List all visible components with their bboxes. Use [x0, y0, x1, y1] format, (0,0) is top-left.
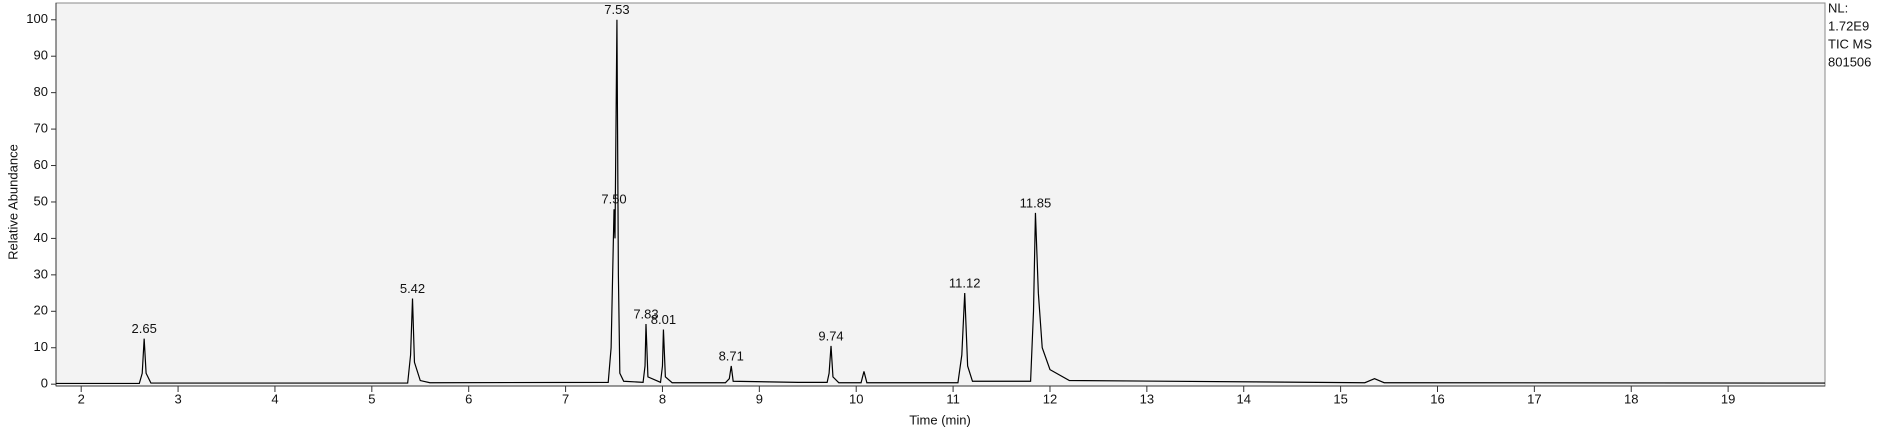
y-tick-label: 50 [34, 193, 48, 208]
y-tick-label: 20 [34, 303, 48, 318]
x-tick-label: 12 [1043, 391, 1057, 406]
x-tick-label: 19 [1721, 391, 1735, 406]
y-tick-label: 80 [34, 84, 48, 99]
peak-label: 9.74 [818, 328, 843, 343]
x-tick-label: 5 [368, 391, 375, 406]
x-tick-label: 11 [946, 391, 960, 406]
y-axis-label: Relative Abundance [5, 144, 20, 260]
peak-label: 8.71 [719, 348, 744, 363]
y-tick-label: 30 [34, 266, 48, 281]
info-text: NL: [1828, 0, 1848, 15]
peak-label: 5.42 [400, 281, 425, 296]
x-tick-label: 18 [1624, 391, 1638, 406]
x-tick-label: 15 [1333, 391, 1347, 406]
peak-label: 8.01 [651, 312, 676, 327]
y-tick-label: 10 [34, 339, 48, 354]
peak-label: 7.53 [604, 2, 629, 17]
x-tick-label: 9 [756, 391, 763, 406]
trace [56, 19, 1826, 385]
peak-label: 7.50 [601, 192, 626, 207]
x-axis-label: Time (min) [909, 412, 971, 427]
x-tick-label: 14 [1236, 391, 1250, 406]
x-tick-label: 17 [1527, 391, 1541, 406]
info-text: 801506 [1828, 54, 1871, 69]
x-tick-label: 10 [849, 391, 863, 406]
x-tick-label: 6 [465, 391, 472, 406]
peak-label: 11.85 [1020, 195, 1052, 210]
info-text: TIC MS [1828, 36, 1872, 51]
y-tick-label: 40 [34, 230, 48, 245]
y-tick-label: 90 [34, 48, 48, 63]
y-tick-label: 0 [41, 376, 48, 391]
info-text: 1.72E9 [1828, 18, 1869, 33]
peak-label: 11.12 [949, 276, 981, 291]
x-tick-label: 2 [78, 391, 85, 406]
peak-label: 7.83 [633, 306, 658, 321]
plot-area [55, 2, 1826, 387]
x-tick-label: 8 [659, 391, 666, 406]
x-tick-label: 7 [562, 391, 569, 406]
y-tick-label: 60 [34, 157, 48, 172]
x-tick-label: 13 [1140, 391, 1154, 406]
x-tick-label: 3 [174, 391, 181, 406]
y-tick-label: 100 [26, 11, 48, 26]
x-tick-label: 16 [1430, 391, 1444, 406]
y-tick-label: 70 [34, 121, 48, 136]
x-tick-label: 4 [271, 391, 278, 406]
peak-label: 2.65 [132, 321, 157, 336]
